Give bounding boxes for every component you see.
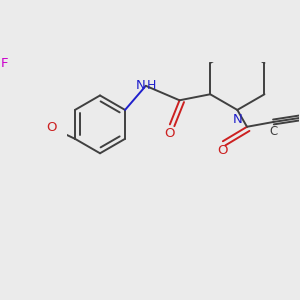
Text: C: C [269,125,278,139]
Text: N: N [136,79,146,92]
Text: O: O [164,127,174,140]
Text: O: O [46,122,57,134]
Text: F: F [1,57,8,70]
Text: N: N [233,112,243,126]
Text: O: O [217,144,227,157]
Text: H: H [147,79,156,92]
